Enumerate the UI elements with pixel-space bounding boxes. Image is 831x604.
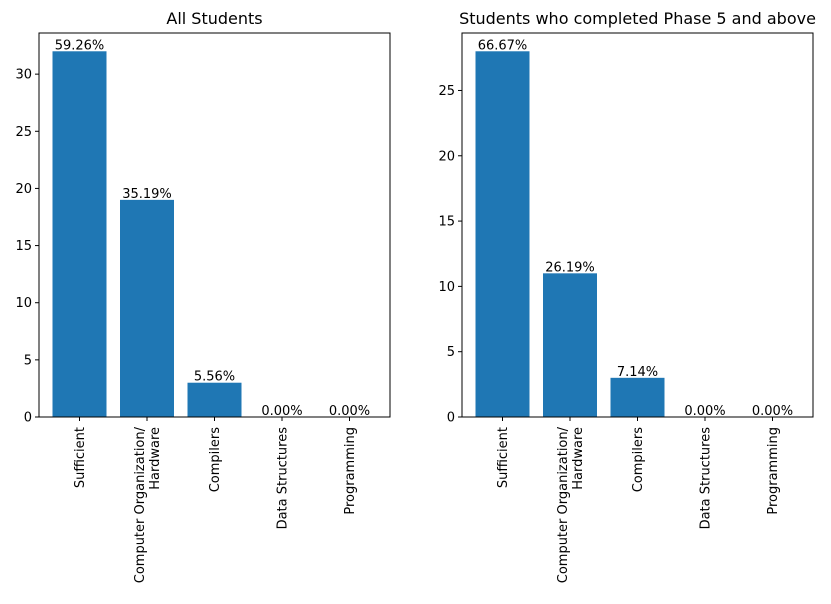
bar-data-label: 0.00% <box>329 404 370 419</box>
x-tick-label: Computer Organization/Hardware <box>133 426 163 583</box>
y-tick-label: 0 <box>24 411 32 426</box>
bar-data-label: 59.26% <box>55 38 105 53</box>
x-tick-label-line: Sufficient <box>73 427 88 488</box>
bar-data-label: 0.00% <box>261 404 302 419</box>
x-tick-label-line: Data Structures <box>699 427 714 530</box>
x-tick-label-line: Computer Organization/ <box>556 426 571 583</box>
bar-data-label: 35.19% <box>122 187 172 202</box>
bar-data-label: 0.00% <box>684 404 725 419</box>
chart-title: All Students <box>166 9 262 28</box>
bar <box>475 51 530 418</box>
bar <box>610 377 665 417</box>
x-tick-label: Sufficient <box>496 427 511 488</box>
bar <box>120 199 174 417</box>
chart-phase5-students: Students who completed Phase 5 and above… <box>438 9 815 583</box>
x-tick-label-line: Programming <box>343 427 358 515</box>
y-tick-label: 15 <box>15 239 32 254</box>
y-tick-label: 10 <box>15 296 32 311</box>
x-tick-label-line: Hardware <box>148 427 163 490</box>
x-tick-label-line: Data Structures <box>276 427 291 530</box>
y-tick-label: 25 <box>438 84 455 99</box>
y-tick-label: 10 <box>438 280 455 295</box>
y-tick-label: 5 <box>447 345 455 360</box>
x-tick-label-line: Hardware <box>571 427 586 490</box>
y-tick-label: 15 <box>438 215 455 230</box>
bar-data-label: 5.56% <box>194 370 235 385</box>
x-tick-label: Sufficient <box>73 427 88 488</box>
y-tick-label: 20 <box>15 182 32 197</box>
y-tick-label: 30 <box>15 68 32 83</box>
x-tick-label: Compilers <box>631 427 646 493</box>
bar <box>187 382 242 417</box>
bar-data-label: 66.67% <box>478 38 528 53</box>
bar-data-label: 26.19% <box>545 260 595 275</box>
bar-data-label: 7.14% <box>617 365 658 380</box>
x-tick-label: Computer Organization/Hardware <box>556 426 586 583</box>
bar-data-label: 0.00% <box>752 404 793 419</box>
x-tick-label-line: Computer Organization/ <box>133 426 148 583</box>
x-tick-label-line: Programming <box>766 427 781 515</box>
y-tick-label: 5 <box>24 353 32 368</box>
x-tick-label: Programming <box>766 427 781 515</box>
x-tick-label: Programming <box>343 427 358 515</box>
x-tick-label-line: Compilers <box>631 427 646 493</box>
chart-title: Students who completed Phase 5 and above <box>459 9 816 28</box>
x-tick-label-line: Sufficient <box>496 427 511 488</box>
y-tick-label: 20 <box>438 149 455 164</box>
bar <box>52 51 107 418</box>
y-tick-label: 0 <box>447 411 455 426</box>
x-tick-label-line: Compilers <box>208 427 223 493</box>
x-tick-label: Data Structures <box>699 427 714 530</box>
chart-all-students: All Students 59.26% 35.19% 5.56% 0.00% 0.00% 0… <box>15 9 391 583</box>
y-tick-label: 25 <box>15 125 32 140</box>
x-tick-label: Compilers <box>208 427 223 493</box>
bar <box>543 273 597 417</box>
x-tick-label: Data Structures <box>276 427 291 530</box>
